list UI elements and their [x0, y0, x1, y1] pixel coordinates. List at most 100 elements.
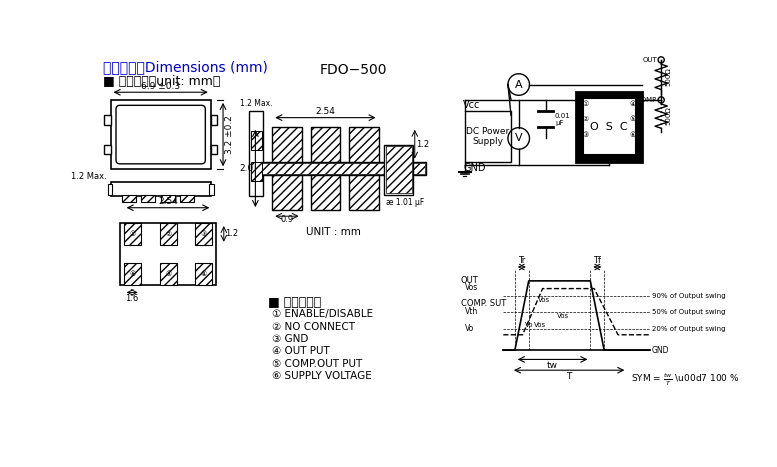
- Text: 外形寸法／Dimensions (mm): 外形寸法／Dimensions (mm): [103, 60, 268, 74]
- Text: GND: GND: [652, 346, 670, 354]
- Text: ①: ①: [583, 101, 589, 107]
- Text: ■ パッド接続: ■ パッド接続: [269, 296, 322, 309]
- Bar: [272, 127, 301, 162]
- Text: ③: ③: [200, 231, 207, 237]
- Text: ④: ④: [629, 101, 636, 107]
- Text: UNIT : mm: UNIT : mm: [306, 227, 361, 237]
- Text: DC Power
Supply: DC Power Supply: [466, 127, 510, 146]
- Text: ⑤: ⑤: [166, 271, 172, 277]
- Text: ② NO CONNECT: ② NO CONNECT: [272, 322, 355, 332]
- Text: ③: ③: [583, 132, 589, 138]
- Bar: [350, 176, 378, 210]
- Text: 0.9: 0.9: [280, 215, 294, 224]
- Text: ②: ②: [583, 116, 589, 122]
- Text: Tr: Tr: [518, 256, 525, 265]
- Bar: [209, 184, 214, 195]
- Bar: [122, 195, 136, 202]
- Text: ⑥ SUPPLY VOLTAGE: ⑥ SUPPLY VOLTAGE: [272, 371, 372, 381]
- Text: ②: ②: [166, 231, 172, 237]
- Bar: [385, 146, 412, 193]
- Bar: [251, 162, 262, 181]
- Text: ③ GND: ③ GND: [272, 334, 308, 344]
- Text: SYM = $\frac{tw}{T}$ \u00d7 100 %: SYM = $\frac{tw}{T}$ \u00d7 100 %: [631, 372, 740, 389]
- Bar: [577, 92, 642, 162]
- Text: ① ENABLE/DISABLE: ① ENABLE/DISABLE: [272, 309, 374, 319]
- Bar: [384, 145, 413, 195]
- Text: 0.01
μF: 0.01 μF: [555, 113, 570, 126]
- Text: 2.54: 2.54: [158, 197, 178, 206]
- Text: tw: tw: [547, 361, 558, 370]
- Text: V: V: [515, 134, 522, 143]
- Text: Vcc: Vcc: [463, 100, 481, 110]
- Text: Vos: Vos: [538, 297, 550, 303]
- Bar: [465, 112, 511, 162]
- Bar: [311, 176, 340, 210]
- Bar: [263, 163, 425, 174]
- Bar: [110, 182, 211, 196]
- Text: GND: GND: [463, 163, 486, 173]
- Text: Vos: Vos: [557, 312, 570, 318]
- Text: 500Ω: 500Ω: [665, 106, 671, 125]
- Text: 50% of Output swing: 50% of Output swing: [652, 309, 726, 315]
- Text: Vos: Vos: [535, 322, 546, 328]
- Bar: [180, 195, 193, 202]
- Text: T: T: [566, 372, 572, 381]
- Text: OUT: OUT: [643, 57, 657, 63]
- Bar: [272, 176, 301, 210]
- Text: 1.2 Max.: 1.2 Max.: [71, 172, 106, 181]
- Text: ■ 形状寸法［unit: mm］: ■ 形状寸法［unit: mm］: [103, 75, 221, 88]
- Bar: [195, 263, 212, 285]
- Text: Vos: Vos: [465, 283, 478, 292]
- Text: ④: ④: [200, 271, 207, 277]
- Bar: [350, 127, 378, 162]
- Text: Tf: Tf: [594, 256, 601, 265]
- Bar: [160, 263, 177, 285]
- FancyBboxPatch shape: [116, 106, 205, 164]
- Text: COMP: COMP: [637, 97, 657, 103]
- Text: 1.2 Max.: 1.2 Max.: [240, 99, 273, 108]
- Text: ①: ①: [129, 231, 135, 237]
- Bar: [124, 223, 141, 245]
- Text: 500Ω: 500Ω: [665, 67, 671, 86]
- Text: ④ OUT PUT: ④ OUT PUT: [272, 347, 330, 356]
- Text: Vth: Vth: [465, 307, 478, 316]
- Text: OUT: OUT: [461, 276, 479, 285]
- Text: 6.9 ±0.3: 6.9 ±0.3: [141, 82, 180, 91]
- Text: ⑥: ⑥: [629, 132, 636, 138]
- Text: FDO−500: FDO−500: [319, 63, 387, 77]
- Bar: [211, 145, 217, 154]
- Text: æ 1.01 μF: æ 1.01 μF: [385, 198, 423, 207]
- Text: 1.6: 1.6: [126, 294, 139, 303]
- Bar: [124, 263, 141, 285]
- Text: Vo: Vo: [465, 324, 474, 333]
- Bar: [104, 115, 110, 125]
- Text: ⑤ COMP.OUT PUT: ⑤ COMP.OUT PUT: [272, 359, 363, 368]
- Bar: [160, 223, 177, 245]
- Bar: [211, 115, 217, 125]
- Bar: [107, 184, 112, 195]
- Text: 1.2: 1.2: [225, 229, 239, 239]
- Bar: [104, 145, 110, 154]
- Bar: [161, 195, 175, 202]
- Bar: [311, 127, 340, 162]
- Text: COMP. SUT: COMP. SUT: [461, 299, 507, 309]
- Text: ⑤: ⑤: [629, 116, 636, 122]
- Text: O  S  C: O S C: [591, 122, 628, 132]
- Bar: [249, 112, 263, 196]
- Text: 3.2 ±0.2: 3.2 ±0.2: [225, 115, 234, 154]
- Text: A: A: [515, 79, 522, 90]
- Text: Vo: Vo: [524, 322, 533, 328]
- Text: ⑥: ⑥: [129, 271, 135, 277]
- Text: 2.54: 2.54: [315, 107, 336, 116]
- Bar: [261, 162, 427, 176]
- Bar: [583, 99, 636, 156]
- Text: 2.0: 2.0: [239, 164, 254, 173]
- Bar: [120, 223, 216, 285]
- Text: 90% of Output swing: 90% of Output swing: [652, 293, 726, 299]
- Text: 1.2: 1.2: [416, 140, 430, 149]
- Bar: [251, 131, 262, 150]
- Bar: [141, 195, 155, 202]
- Bar: [195, 223, 212, 245]
- Bar: [110, 100, 211, 169]
- Text: 20% of Output swing: 20% of Output swing: [652, 325, 726, 332]
